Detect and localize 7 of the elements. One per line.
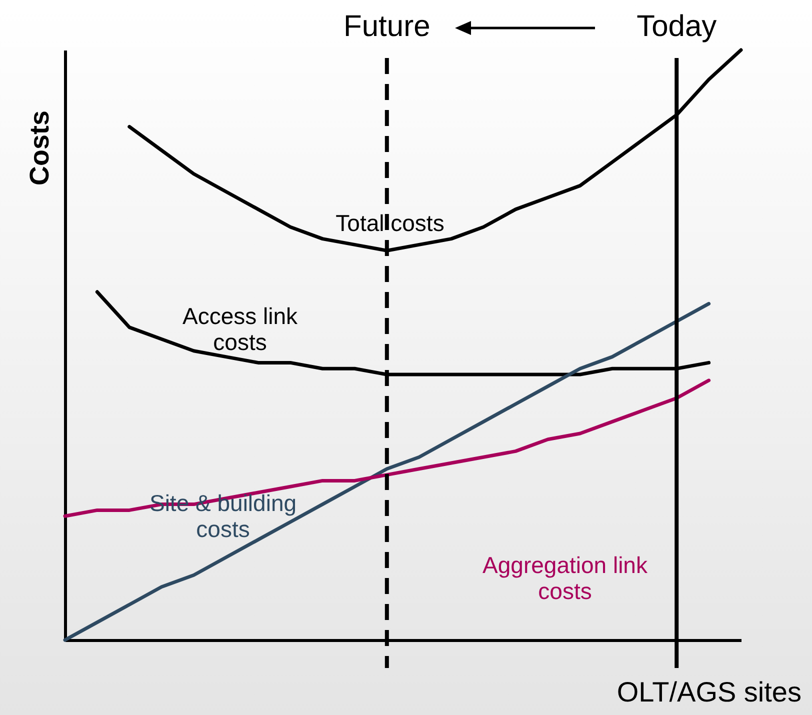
text: Today bbox=[636, 10, 717, 43]
series-label: Access link costs bbox=[182, 303, 298, 355]
y-axis-title: Costs bbox=[24, 110, 54, 186]
series-label: Total costs bbox=[336, 210, 444, 236]
x-axis-title: OLT/AGS sites bbox=[616, 676, 802, 708]
text: Aggregation link costs bbox=[482, 552, 648, 604]
text: Future bbox=[344, 10, 430, 43]
